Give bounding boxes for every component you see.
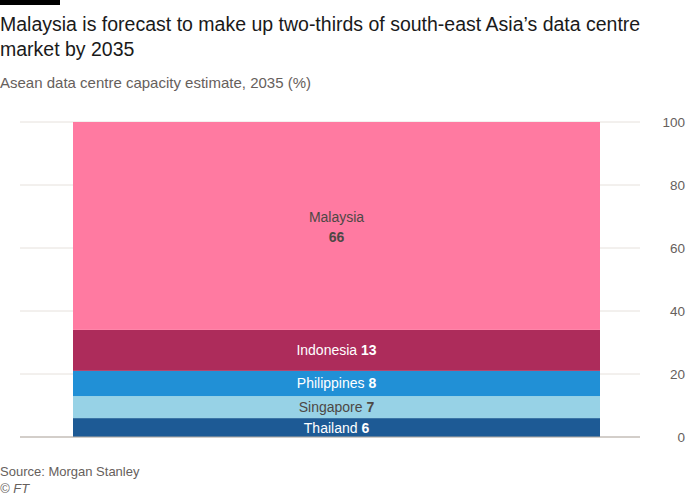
grid-line	[20, 437, 640, 438]
series-label: Malaysia	[309, 209, 364, 225]
source: Source: Morgan Stanley	[0, 464, 139, 479]
grid: 0 20 40 60 80 100	[20, 115, 685, 445]
data-label: 8	[368, 375, 376, 391]
series-label: Indonesia	[296, 342, 361, 358]
series-label: Thailand	[304, 420, 362, 436]
bar-segment	[73, 330, 600, 371]
y-tick-label: 80	[670, 178, 685, 193]
bar-segment	[73, 371, 600, 396]
data-label: 13	[361, 342, 377, 358]
data-label: 6	[361, 420, 369, 436]
title: Malaysia is forecast to make up two-thir…	[0, 12, 665, 62]
segment-label: Singapore 7	[299, 399, 375, 415]
series-label: Singapore	[299, 399, 367, 415]
segment-label: Philippines 8	[297, 375, 377, 391]
axis-line	[20, 437, 640, 438]
segment-label: Indonesia 13	[296, 342, 376, 358]
y-tick-label: 40	[670, 304, 685, 319]
y-tick-label: 0	[677, 430, 685, 445]
y-tick-label: 60	[670, 241, 685, 256]
chart: 0 20 40 60 80 100 Thailand 6 Singapore 7 Philipp…	[0, 0, 700, 500]
bars	[73, 122, 600, 437]
y-tick-label: 100	[662, 115, 685, 130]
top-rule	[0, 0, 60, 5]
subtitle: Asean data centre capacity estimate, 203…	[0, 74, 311, 91]
data-label: 66	[329, 229, 345, 245]
bar-segment	[73, 122, 600, 330]
credit: © FT	[0, 481, 29, 496]
series-label: Philippines	[297, 375, 369, 391]
bar-segment	[73, 418, 600, 437]
data-labels: Thailand 6 Singapore 7 Philippines 8 Indone…	[296, 209, 376, 436]
y-tick-label: 20	[670, 367, 685, 382]
segment-label: Thailand 6	[304, 420, 370, 436]
bar-segment	[73, 396, 600, 418]
data-label: 7	[366, 399, 374, 415]
